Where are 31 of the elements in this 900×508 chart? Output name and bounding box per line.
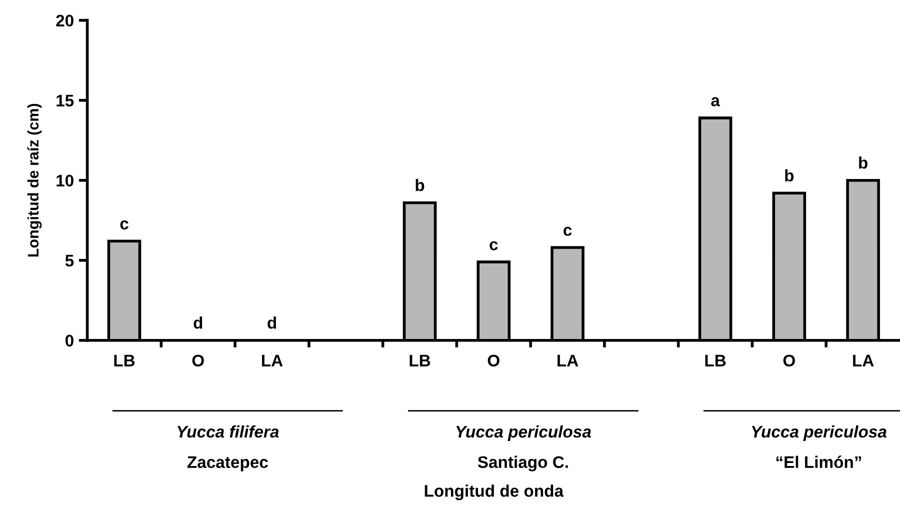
text: Yucca periculosa xyxy=(752,425,886,441)
text: Zacatepec xyxy=(187,456,268,472)
x-tick-label: LB xyxy=(114,354,135,366)
text: “El Limón” xyxy=(776,456,862,468)
y-tick-label: 5 xyxy=(65,254,74,267)
text: Yucca periculosa xyxy=(456,425,591,441)
data-label: d xyxy=(268,316,276,329)
x-tick-label: O xyxy=(192,354,204,366)
data-label: c xyxy=(564,226,572,236)
data-label: c xyxy=(120,220,128,230)
data-label: c xyxy=(490,241,498,250)
y-tick-label: 20 xyxy=(56,14,74,27)
x-tick-label: O xyxy=(783,354,795,366)
x-tick-label: LB xyxy=(705,354,726,366)
x-tick-label: LA xyxy=(558,354,578,366)
data-label: b xyxy=(416,178,424,192)
y-axis-title: Longitud de raíz (cm) xyxy=(27,104,42,257)
y-tick-label: 10 xyxy=(56,174,74,187)
x-tick-label: LA xyxy=(853,354,874,366)
y-tick-label: 0 xyxy=(65,334,74,347)
x-tick-label: LA xyxy=(262,354,283,366)
data-label: b xyxy=(785,169,794,182)
text: Santiago C. xyxy=(478,456,568,472)
data-label: b xyxy=(859,156,868,169)
data-label: d xyxy=(194,316,202,329)
x-tick-label: O xyxy=(488,354,500,366)
y-tick-label: 15 xyxy=(56,94,74,107)
x-tick-label: LB xyxy=(410,354,430,366)
text: Longitud de onda xyxy=(424,484,564,500)
text: Yucca filifera xyxy=(178,425,279,438)
data-label: a xyxy=(711,97,720,106)
